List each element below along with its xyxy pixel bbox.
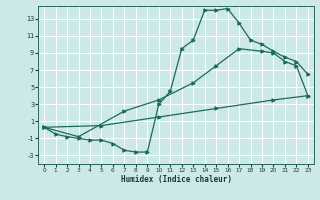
X-axis label: Humidex (Indice chaleur): Humidex (Indice chaleur) — [121, 175, 231, 184]
